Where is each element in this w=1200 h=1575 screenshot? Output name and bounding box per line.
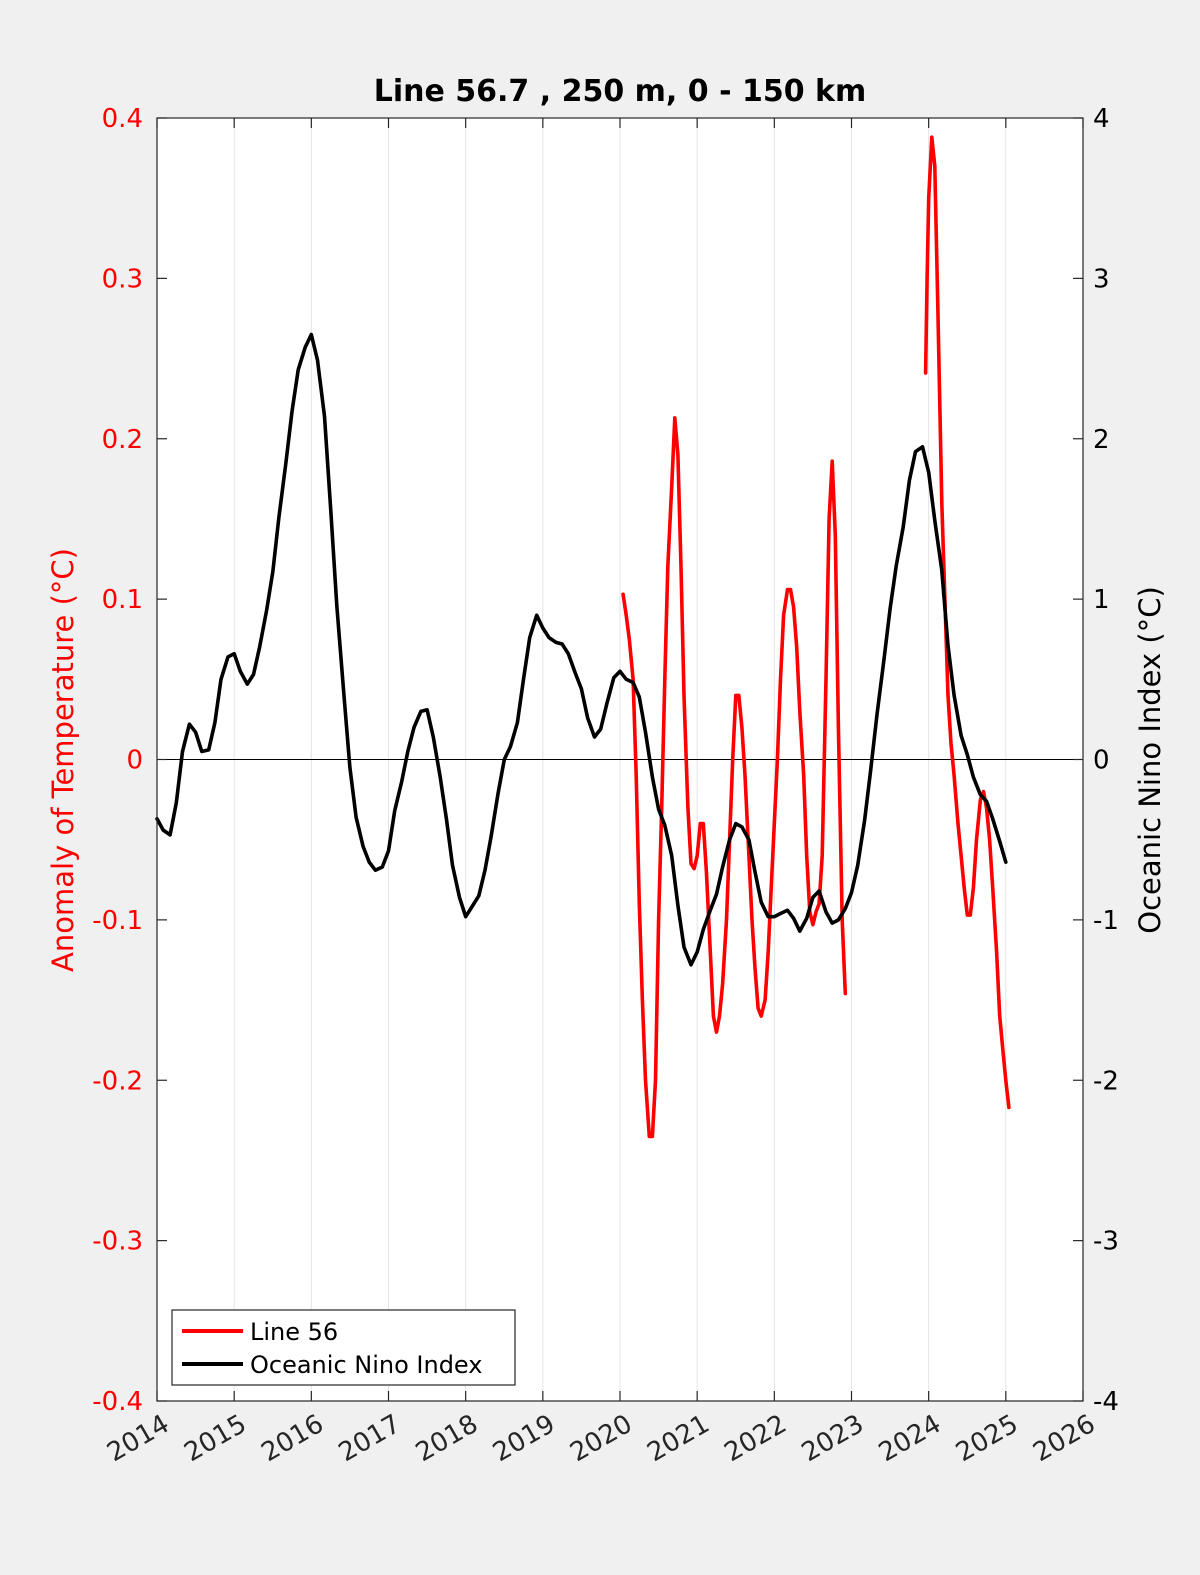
y-right-tick-label: 2	[1093, 425, 1110, 455]
y-left-tick-label: 0.4	[102, 104, 143, 134]
y-left-tick-label: 0.2	[102, 425, 143, 455]
chart-title: Line 56.7 , 250 m, 0 - 150 km	[374, 74, 867, 109]
y-right-tick-label: -1	[1093, 906, 1119, 936]
y-left-tick-label: -0.3	[92, 1227, 143, 1257]
y-right-tick-label: 4	[1093, 104, 1110, 134]
legend-box	[171, 1309, 516, 1386]
legend: Line 56 Oceanic Nino Index	[171, 1309, 516, 1386]
ticks-layer: 2014 2015 2016 2017 2018 2019 2020 2021 2022 2023…	[92, 104, 1119, 1468]
y-right-tick-label: 3	[1093, 264, 1110, 294]
legend-label-line-56: Line 56	[250, 1318, 338, 1346]
y-left-tick-label: 0.3	[102, 264, 143, 294]
legend-label-oni: Oceanic Nino Index	[250, 1351, 482, 1379]
y-axis-left-label: Anomaly of Temperature (°C)	[46, 548, 80, 972]
series-line-56	[923, 135, 1011, 1110]
y-right-tick-label: -3	[1093, 1227, 1119, 1257]
series-line-56	[621, 416, 848, 1139]
y-axis-right-label: Oceanic Nino Index (°C)	[1133, 586, 1167, 934]
y-right-tick-label: 0	[1093, 746, 1110, 776]
y-left-tick-label: -0.2	[92, 1066, 143, 1096]
y-left-tick-label: 0.1	[102, 585, 143, 615]
y-left-tick-label: -0.4	[92, 1387, 143, 1417]
y-right-tick-label: -2	[1093, 1066, 1119, 1096]
y-left-tick-label: -0.1	[92, 906, 143, 936]
y-right-tick-label: -4	[1093, 1387, 1119, 1417]
series-oceanic-nino-index	[155, 332, 1008, 967]
y-right-tick-label: 1	[1093, 585, 1110, 615]
y-left-tick-label: 0	[126, 746, 143, 776]
series-layer	[155, 135, 1011, 1139]
